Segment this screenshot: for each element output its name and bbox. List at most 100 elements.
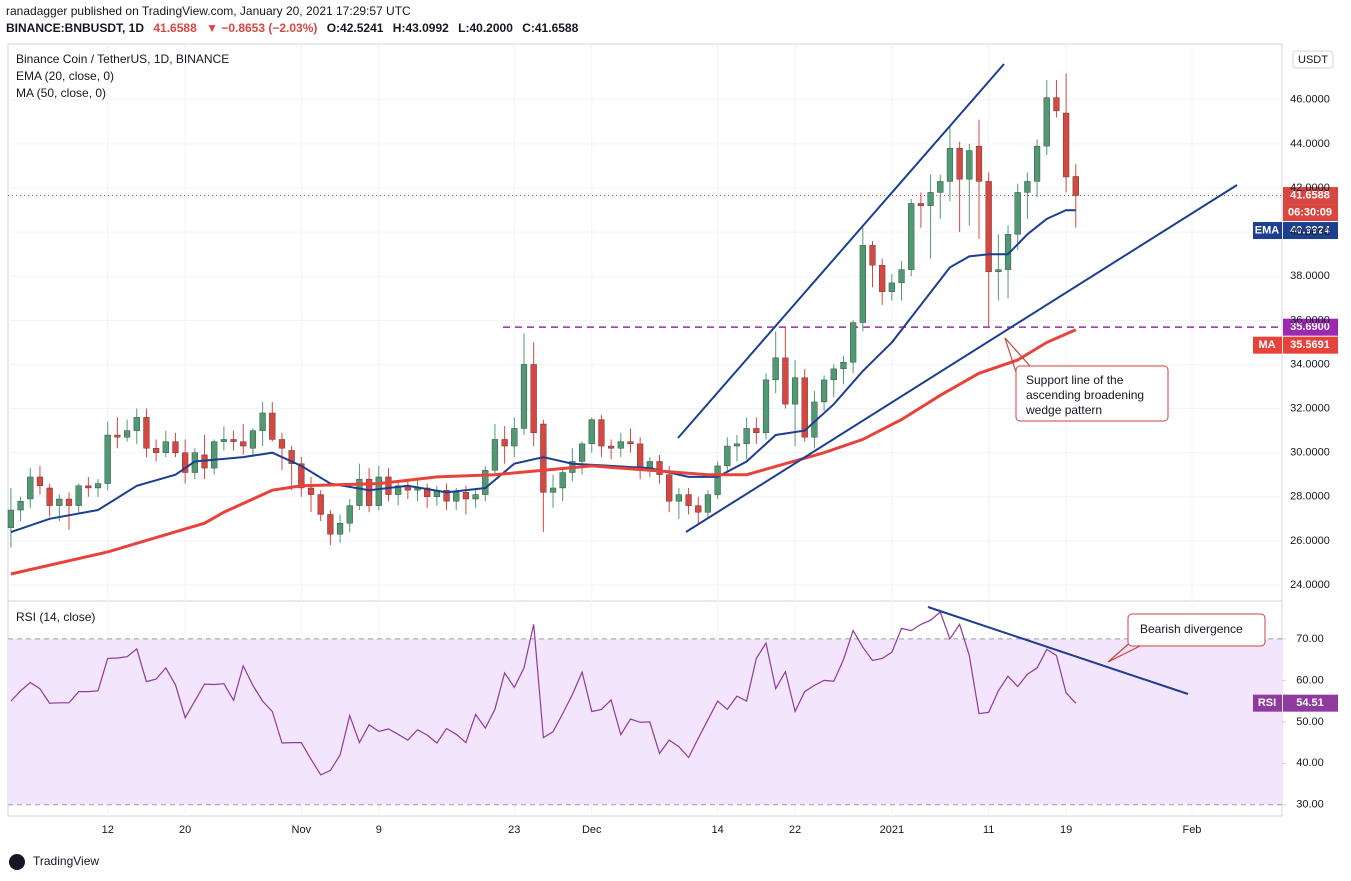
candle-body (501, 439, 508, 447)
change: ▼ −0.8653 (−2.03%) (206, 21, 317, 35)
y-tick-label: 38.0000 (1290, 270, 1330, 282)
tag-name-box (1253, 694, 1282, 712)
x-tick-label: 9 (376, 824, 382, 836)
candle-body (336, 523, 344, 535)
candle-body (133, 417, 140, 431)
candle-body (879, 265, 886, 292)
candle-body (230, 439, 237, 442)
tag-name-box (1253, 222, 1282, 240)
candle-body (888, 282, 895, 292)
indicator-line (10, 328, 1077, 576)
y-tick-label: 46.0000 (1290, 94, 1330, 106)
candle-body (927, 192, 934, 206)
candle-body (17, 500, 24, 511)
candle-body (443, 489, 450, 502)
y-tick-label: 40.00 (1296, 757, 1324, 769)
y-tick-label: 42.0000 (1290, 182, 1330, 194)
tag-name-box (1253, 336, 1282, 354)
candle-body (588, 419, 595, 445)
candle-body (946, 148, 954, 182)
candle-body (830, 368, 837, 381)
currency[interactable]: USDT (1298, 54, 1328, 66)
x-tick-label: 19 (1060, 824, 1072, 836)
candle-body (1053, 97, 1060, 112)
candle-body (346, 505, 353, 524)
candle-body (298, 463, 305, 489)
candle-body (220, 439, 227, 442)
candle-body (85, 485, 92, 489)
wedge-resistance-line (677, 63, 1005, 439)
annotation: Bearish divergence (1140, 622, 1243, 636)
candle-body (666, 474, 673, 502)
candle-body (143, 417, 150, 449)
price-tag: 35.5691 (1290, 339, 1330, 351)
y-tick-label: 44.0000 (1290, 138, 1330, 150)
candle-body (850, 322, 857, 363)
ohlc: H:43.0992 (393, 21, 449, 35)
candle-body (395, 485, 402, 495)
x-tick-label: Dec (582, 824, 602, 836)
y-tick-label: 30.00 (1296, 799, 1324, 811)
y-tick-label: 60.00 (1296, 674, 1324, 686)
callout-box (1127, 613, 1266, 647)
candle-body (114, 434, 121, 438)
candle-body (549, 487, 557, 493)
x-tick-label: Nov (292, 824, 312, 836)
currency-button[interactable] (1292, 50, 1334, 69)
candle-body (608, 445, 615, 449)
y-tick-label: 30.0000 (1290, 447, 1330, 459)
candle-body (65, 498, 73, 506)
x-tick-label: 11 (983, 824, 994, 836)
indicator-line (10, 209, 1076, 534)
tag-name: EMA (1255, 224, 1280, 236)
candle-body (375, 476, 382, 506)
candle-body (94, 483, 102, 489)
candle-body (172, 441, 179, 453)
candle-body (820, 379, 828, 403)
wedge-support-line (685, 184, 1238, 533)
ohlc: L:40.2000 (458, 21, 513, 35)
candle-body (75, 485, 82, 506)
countdown-box (1283, 204, 1338, 222)
candle-body (637, 443, 644, 471)
candle-body (898, 269, 905, 284)
candle-body (656, 461, 663, 475)
candle-body (511, 428, 518, 447)
candle-body (356, 478, 363, 506)
candle-body (27, 476, 34, 500)
candle-body (753, 428, 760, 434)
x-tick-label: 2021 (880, 824, 904, 836)
x-tick-label: 12 (102, 824, 114, 836)
x-tick-label: 23 (508, 824, 520, 836)
annotation-line: Support line of the (1026, 373, 1124, 387)
candle-body (56, 498, 63, 506)
brand-logo[interactable]: TradingView (9, 854, 99, 870)
price-tag-box (1283, 336, 1338, 354)
candle-body (153, 448, 160, 453)
candle-body (453, 492, 460, 502)
candle-body (617, 441, 624, 449)
x-tick-label: 14 (711, 824, 723, 836)
candle-body (162, 441, 169, 453)
price-tag-box (1283, 694, 1338, 712)
ohlc: C:41.6588 (522, 21, 578, 35)
candle-body (975, 145, 983, 182)
annotation-line: ascending broadening (1026, 388, 1144, 402)
y-tick-label: 50.00 (1296, 716, 1324, 728)
logo-icon[interactable] (9, 854, 25, 870)
candle-body (840, 362, 847, 370)
y-tick-label: 26.0000 (1290, 535, 1330, 547)
candle-body (995, 269, 1002, 273)
candle-body (762, 379, 770, 434)
data-layer: 41.6588 06:30:09 EMA 40.9924 35.6900 MA 35.569… (7, 73, 1338, 776)
candle-body (385, 476, 392, 495)
x-tick-label: Feb (1182, 824, 1201, 836)
candle-body (578, 443, 586, 462)
y-tick-label: 28.0000 (1290, 491, 1330, 503)
brand[interactable]: TradingView (33, 854, 99, 868)
candle-body (733, 443, 741, 447)
price-tag-box (1283, 222, 1338, 240)
candle-body (307, 487, 315, 495)
candle-body (772, 357, 779, 381)
